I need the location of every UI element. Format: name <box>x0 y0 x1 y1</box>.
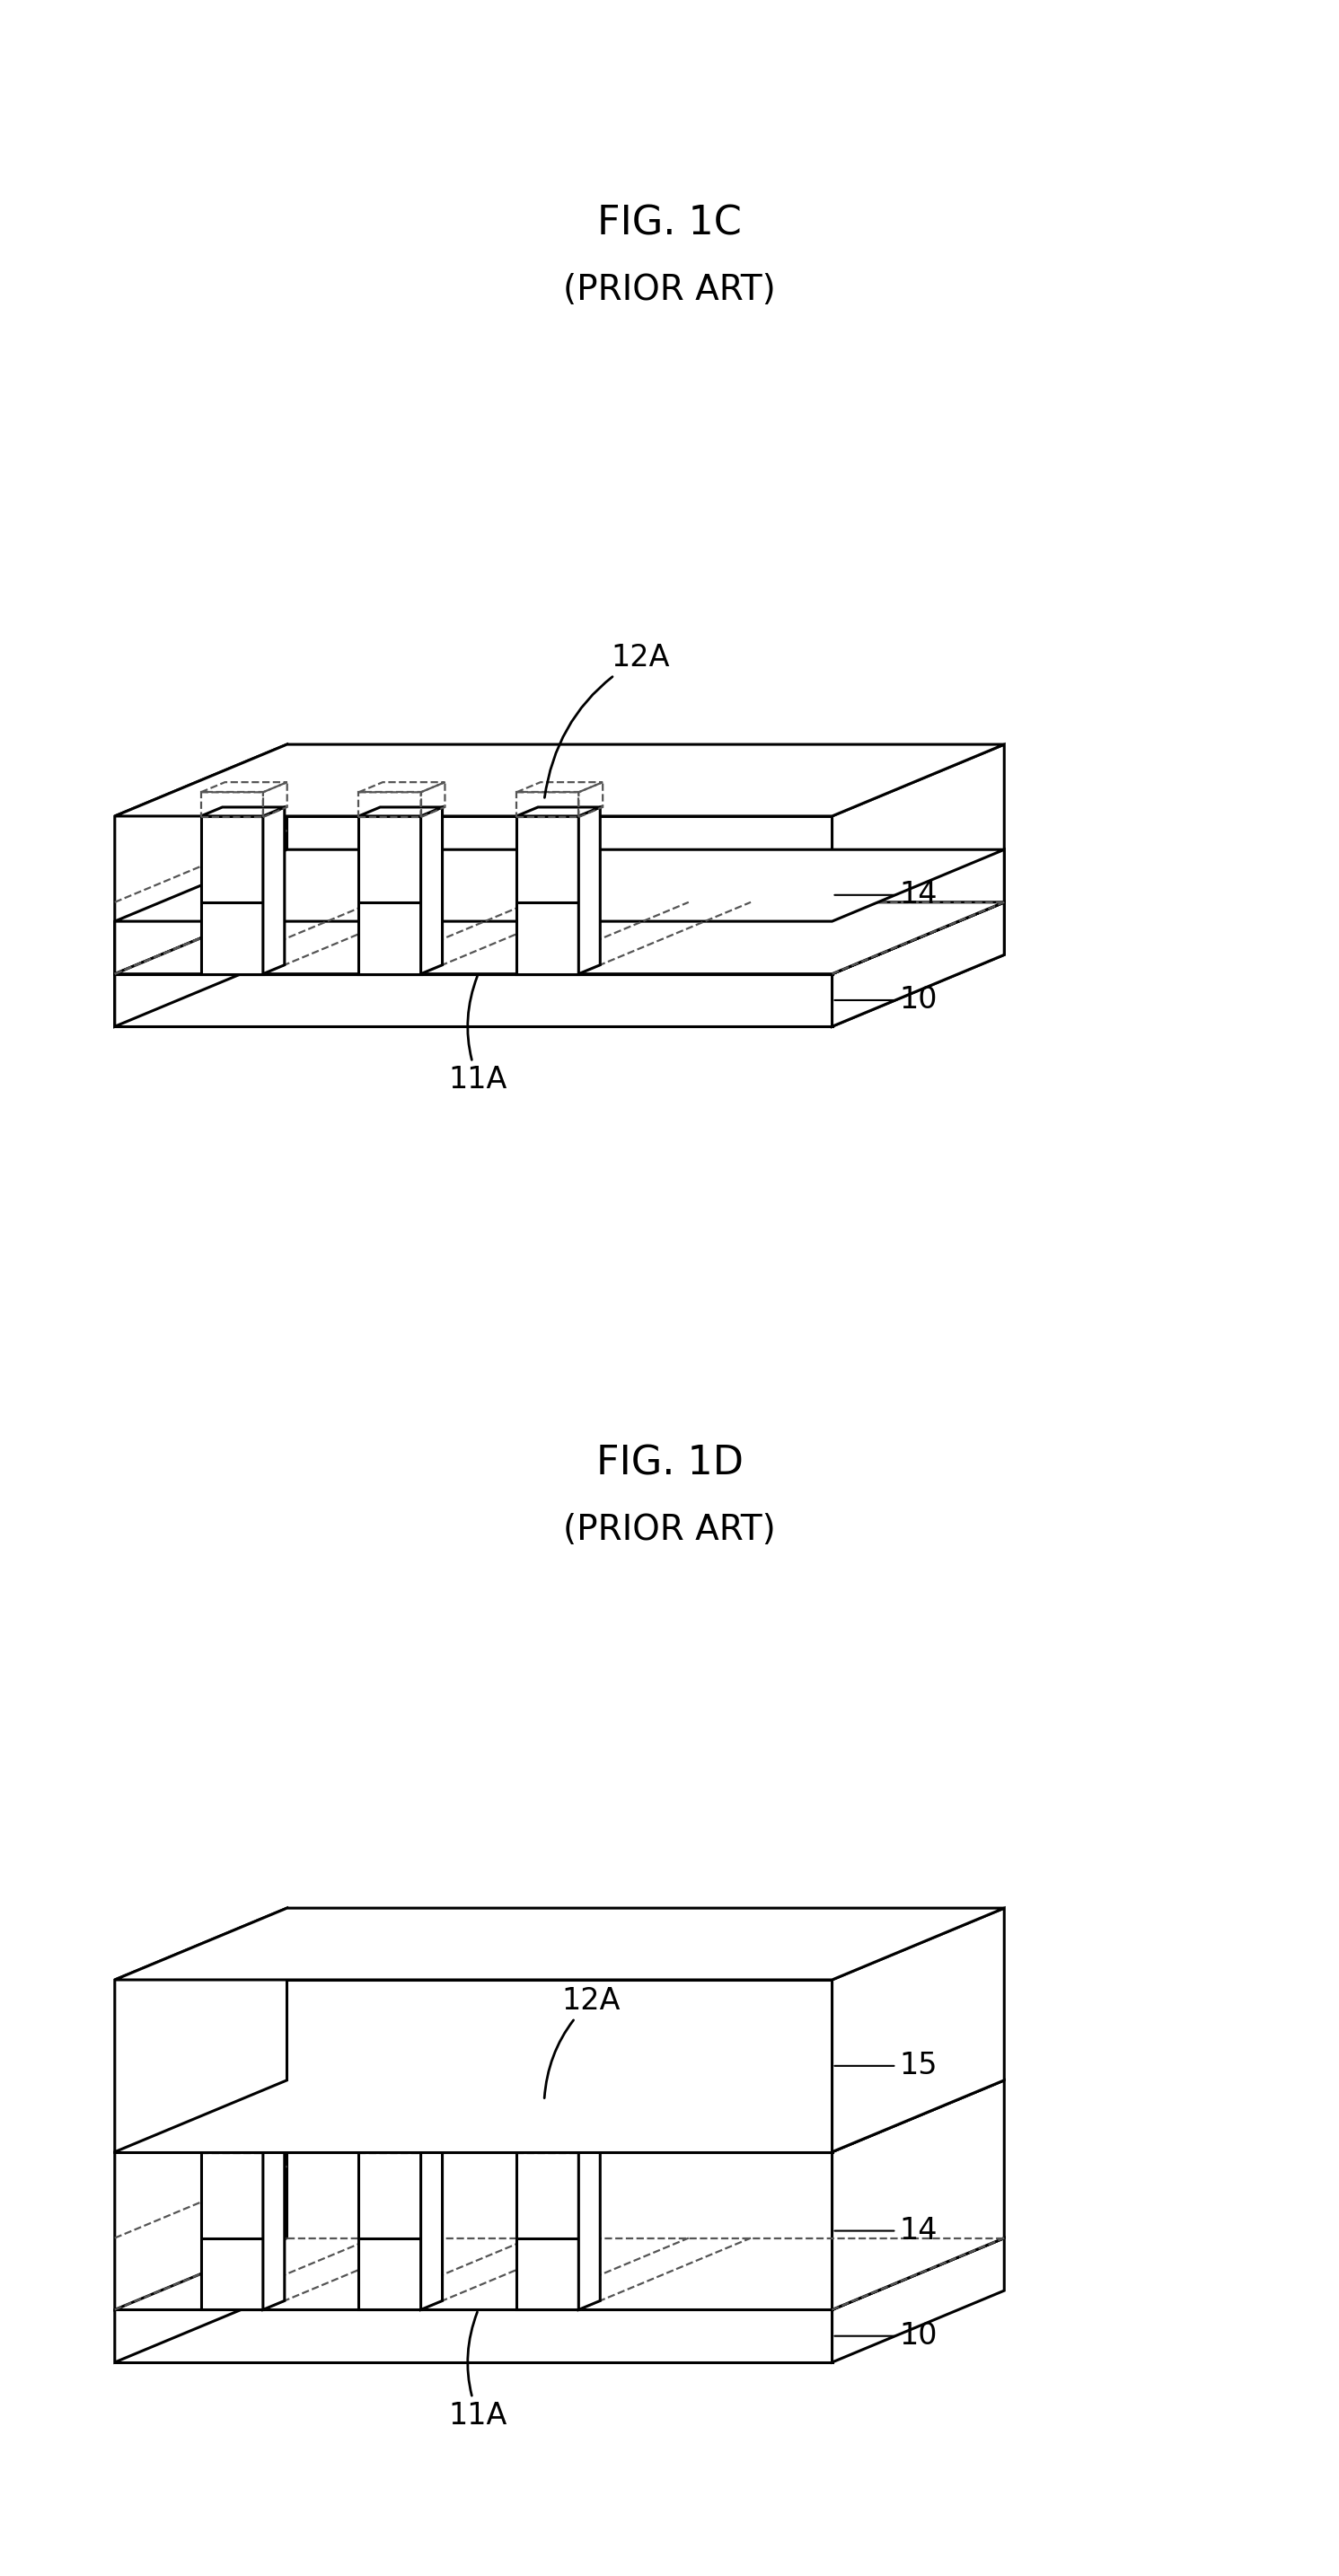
Polygon shape <box>115 974 832 1025</box>
Polygon shape <box>201 2143 285 2151</box>
Polygon shape <box>578 2143 600 2311</box>
Polygon shape <box>578 806 600 974</box>
Polygon shape <box>832 2239 1004 2362</box>
Polygon shape <box>115 1981 832 2151</box>
Polygon shape <box>115 2311 832 2362</box>
Polygon shape <box>517 817 578 974</box>
Polygon shape <box>115 922 832 974</box>
Polygon shape <box>115 850 287 974</box>
Polygon shape <box>115 744 1004 817</box>
Text: 10: 10 <box>834 987 937 1015</box>
Polygon shape <box>115 902 1004 974</box>
Polygon shape <box>359 806 442 817</box>
Polygon shape <box>517 2151 578 2311</box>
Polygon shape <box>201 2151 262 2311</box>
Polygon shape <box>115 2239 287 2362</box>
Polygon shape <box>832 1909 1004 2151</box>
Text: FIG. 1D: FIG. 1D <box>596 1445 743 1484</box>
Text: 12A: 12A <box>545 1986 620 2097</box>
Polygon shape <box>115 817 832 974</box>
Polygon shape <box>832 902 1004 1025</box>
Polygon shape <box>262 2143 285 2311</box>
Polygon shape <box>832 850 1004 974</box>
Text: FIG. 1C: FIG. 1C <box>597 204 742 242</box>
Polygon shape <box>359 2143 442 2151</box>
Polygon shape <box>832 744 1004 974</box>
Text: 14: 14 <box>834 2215 937 2246</box>
Polygon shape <box>201 806 285 817</box>
Text: 11A: 11A <box>449 2313 507 2429</box>
Text: 15: 15 <box>834 2050 937 2081</box>
Polygon shape <box>115 850 1004 922</box>
Polygon shape <box>115 1909 287 2151</box>
Polygon shape <box>517 2143 600 2151</box>
Text: (PRIOR ART): (PRIOR ART) <box>564 1512 775 1548</box>
Polygon shape <box>115 1909 1004 1981</box>
Polygon shape <box>359 2151 420 2311</box>
Text: (PRIOR ART): (PRIOR ART) <box>564 273 775 307</box>
Polygon shape <box>420 2143 442 2311</box>
Text: 11A: 11A <box>449 976 507 1095</box>
Polygon shape <box>832 2081 1004 2311</box>
Polygon shape <box>115 2081 1004 2151</box>
Text: 14: 14 <box>834 881 937 909</box>
Polygon shape <box>115 902 287 1025</box>
Polygon shape <box>832 902 1004 1025</box>
Polygon shape <box>115 902 1004 974</box>
Polygon shape <box>115 2151 832 2311</box>
Text: 10: 10 <box>834 2321 937 2352</box>
Polygon shape <box>517 806 600 817</box>
Text: 12A: 12A <box>545 644 671 799</box>
Polygon shape <box>262 806 285 974</box>
Polygon shape <box>201 817 262 974</box>
Polygon shape <box>115 974 832 1025</box>
Polygon shape <box>115 902 287 1025</box>
Polygon shape <box>115 2239 1004 2311</box>
Polygon shape <box>420 806 442 974</box>
Polygon shape <box>359 817 420 974</box>
Polygon shape <box>115 2081 287 2311</box>
Polygon shape <box>115 744 287 974</box>
